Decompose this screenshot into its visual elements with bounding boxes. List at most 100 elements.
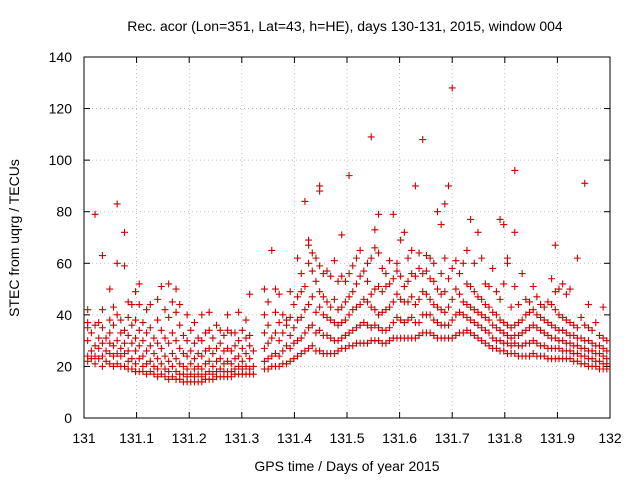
data-point xyxy=(595,331,603,339)
data-point xyxy=(124,298,132,306)
data-point xyxy=(419,288,427,296)
data-point xyxy=(478,295,486,303)
data-point xyxy=(437,221,445,229)
data-point xyxy=(312,308,320,316)
data-point xyxy=(588,347,596,355)
data-point xyxy=(467,303,475,311)
data-point xyxy=(349,262,357,270)
data-point xyxy=(87,347,95,355)
data-point xyxy=(224,326,232,334)
data-point xyxy=(113,350,121,358)
data-point xyxy=(106,285,114,293)
data-point xyxy=(518,270,526,278)
data-point xyxy=(345,329,353,337)
data-point xyxy=(529,306,537,314)
data-point xyxy=(194,362,202,370)
data-point xyxy=(334,306,342,314)
data-point xyxy=(389,319,397,327)
data-point xyxy=(209,370,217,378)
data-point xyxy=(271,350,279,358)
data-point xyxy=(382,326,390,334)
data-point xyxy=(595,342,603,350)
data-point xyxy=(246,342,254,350)
data-point xyxy=(135,342,143,350)
data-point xyxy=(422,290,430,298)
data-point xyxy=(540,352,548,360)
data-point xyxy=(492,324,500,332)
data-point xyxy=(441,288,449,296)
data-point xyxy=(518,329,526,337)
data-point xyxy=(511,166,519,174)
data-point xyxy=(338,319,346,327)
data-point xyxy=(408,270,416,278)
data-point xyxy=(540,303,548,311)
data-point xyxy=(341,316,349,324)
data-point xyxy=(154,373,162,381)
data-point xyxy=(559,280,567,288)
data-point xyxy=(437,306,445,314)
data-point xyxy=(570,321,578,329)
data-point xyxy=(143,360,151,368)
data-point xyxy=(492,288,500,296)
data-point xyxy=(559,337,567,345)
data-point xyxy=(408,313,416,321)
data-point xyxy=(551,241,559,249)
axis-ticks xyxy=(83,56,611,419)
data-point xyxy=(121,262,129,270)
data-point xyxy=(316,288,324,296)
data-point xyxy=(559,326,567,334)
data-point xyxy=(286,331,294,339)
data-point xyxy=(592,319,600,327)
data-point xyxy=(345,293,353,301)
data-point xyxy=(430,301,438,309)
data-point xyxy=(415,331,423,339)
data-point xyxy=(511,282,519,290)
data-point xyxy=(467,329,475,337)
data-point xyxy=(470,319,478,327)
data-point xyxy=(433,303,441,311)
data-point xyxy=(135,326,143,334)
data-point xyxy=(378,264,386,272)
data-point xyxy=(330,257,338,265)
data-point xyxy=(305,236,313,244)
data-point xyxy=(426,329,434,337)
data-point xyxy=(489,264,497,272)
data-point xyxy=(202,347,210,355)
data-point xyxy=(386,280,394,288)
data-point xyxy=(283,360,291,368)
data-point xyxy=(190,355,198,363)
data-point xyxy=(128,339,136,347)
data-point xyxy=(338,272,346,280)
data-point xyxy=(489,308,497,316)
data-point xyxy=(371,306,379,314)
data-point xyxy=(415,264,423,272)
data-point xyxy=(456,308,464,316)
data-point xyxy=(294,337,302,345)
data-point xyxy=(128,321,136,329)
data-point xyxy=(231,329,239,337)
x-tick-label: 131.9 xyxy=(540,430,575,446)
data-point xyxy=(198,352,206,360)
data-point xyxy=(397,272,405,280)
data-point xyxy=(544,331,552,339)
data-point xyxy=(599,303,607,311)
data-point xyxy=(367,324,375,332)
data-point xyxy=(135,301,143,309)
data-point xyxy=(452,331,460,339)
data-point xyxy=(419,270,427,278)
data-point xyxy=(478,337,486,345)
data-point xyxy=(581,344,589,352)
data-point xyxy=(445,182,453,190)
data-point xyxy=(489,334,497,342)
data-point xyxy=(286,288,294,296)
data-point xyxy=(113,360,121,368)
data-point xyxy=(139,352,147,360)
data-point xyxy=(537,313,545,321)
data-point xyxy=(323,267,331,275)
data-point xyxy=(573,342,581,350)
data-point xyxy=(327,334,335,342)
data-point xyxy=(356,272,364,280)
x-tick-label: 131.6 xyxy=(382,430,417,446)
data-point xyxy=(503,254,511,262)
data-point xyxy=(419,136,427,144)
